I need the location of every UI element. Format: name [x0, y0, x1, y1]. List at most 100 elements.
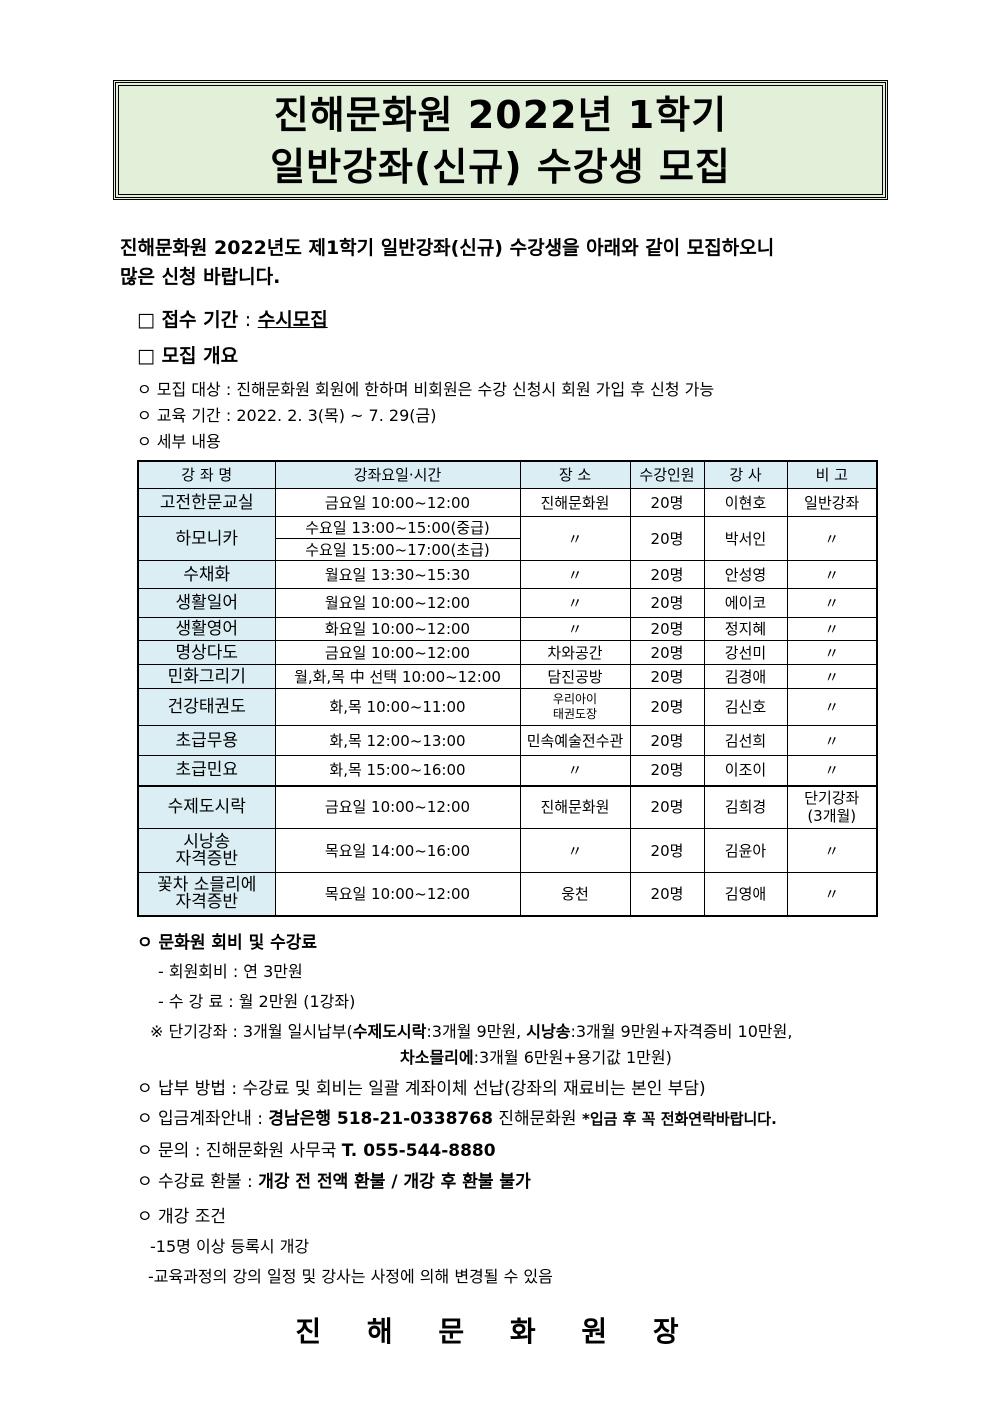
- course-name: 하모니카: [175, 528, 239, 549]
- count: 20명: [650, 798, 684, 817]
- course-name: 명상다도: [175, 642, 239, 663]
- course-name-cell: 시낭송 자격증반: [137, 828, 276, 873]
- title-line-2: 일반강좌(신규) 수강생 모집: [270, 145, 731, 189]
- count-cell: 20명: [629, 755, 705, 786]
- teacher: 김신호: [724, 698, 767, 716]
- place-cell: 〃: [519, 560, 631, 589]
- teacher-cell: 김희경: [703, 784, 788, 829]
- count-cell: 20명: [629, 828, 705, 873]
- table-row: 생활영어 화요일 10:00~12:00 〃 20명 정지혜 〃: [137, 617, 878, 641]
- note: 〃: [824, 841, 840, 860]
- time: 금요일 10:00~12:00: [324, 798, 471, 817]
- time: 수요일 13:00~15:00(중급): [305, 518, 490, 537]
- note-cell: 〃: [786, 516, 878, 561]
- course-name-cell: 꽃차 소믈리에 자격증반: [137, 872, 276, 916]
- time-cell: 화요일 10:00~12:00: [274, 617, 521, 641]
- intro-line-2: 많은 신청 바랍니다.: [120, 266, 281, 288]
- course-name-cell: 초급민요: [137, 755, 276, 786]
- note-cell: 〃: [786, 755, 878, 786]
- header-cell: 강 좌 명: [137, 460, 276, 489]
- note-cell: 〃: [786, 588, 878, 618]
- overview-target: ㅇ 모집 대상 : 진해문화원 회원에 한하며 비회원은 수강 신청시 회원 가…: [137, 380, 715, 399]
- overview-period: ㅇ 교육 기간 : 2022. 2. 3(목) ~ 7. 29(금): [137, 406, 437, 425]
- inquiry-prefix: ㅇ 문의 : 진해문화원 사무국: [137, 1141, 342, 1161]
- table-row: 초급무용 화,목 12:00~13:00 민속예술전수관 20명 김선희 〃: [137, 725, 878, 756]
- table-row: 수제도시락 금요일 10:00~12:00 진해문화원 20명 김희경 단기강좌 (3개월): [137, 784, 878, 829]
- count: 20명: [650, 731, 684, 750]
- time: 목요일 14:00~16:00: [324, 841, 471, 860]
- place: 진해문화원: [540, 493, 610, 512]
- title-line-1: 진해문화원 2022년 1학기: [273, 93, 728, 137]
- conditions-label: ㅇ 개강 조건: [137, 1207, 227, 1227]
- time-cell: 화,목 15:00~16:00: [274, 755, 521, 786]
- course-name: 초급민요: [175, 760, 239, 781]
- teacher-cell: 김영애: [703, 872, 788, 916]
- short-price-3: :3개월 6만원+용기값 1만원): [473, 1048, 672, 1067]
- count: 20명: [650, 529, 684, 548]
- count: 20명: [650, 667, 684, 686]
- place: 〃: [567, 761, 583, 780]
- note-line-2: (3개월): [807, 807, 857, 826]
- teacher-cell: 정지혜: [703, 617, 788, 641]
- place-line-2: 태권도장: [552, 707, 598, 721]
- count: 20명: [650, 761, 684, 780]
- title-box: 진해문화원 2022년 1학기 일반강좌(신규) 수강생 모집: [113, 80, 888, 200]
- count-cell: 20명: [629, 516, 705, 561]
- time-cell: 목요일 10:00~12:00: [274, 872, 521, 916]
- header-cell: 비 고: [786, 460, 878, 489]
- short-price-1: :3개월 9만원,: [426, 1022, 527, 1041]
- inquiry-phone: T. 055-544-8880: [341, 1141, 496, 1161]
- teacher: 안성영: [724, 565, 767, 584]
- time-cell: 월요일 10:00~12:00: [274, 588, 521, 618]
- place-cell: 〃: [519, 516, 631, 561]
- time: 화,목 12:00~13:00: [329, 731, 466, 750]
- teacher: 김윤아: [724, 841, 767, 860]
- note-cell: 〃: [786, 725, 878, 756]
- course-name: 생활일어: [175, 593, 239, 613]
- count-cell: 20명: [629, 617, 705, 641]
- table-header: 강 좌 명 강좌요일·시간 장 소 수강인원 강 사 비 고: [137, 460, 878, 489]
- course-name-cell: 건강태권도: [137, 688, 276, 726]
- time-cell: 수요일 15:00~17:00(초급): [274, 538, 521, 561]
- time-cell: 목요일 14:00~16:00: [274, 828, 521, 873]
- place-cell: 〃: [519, 828, 631, 873]
- place-cell: 우리아이 태권도장: [519, 688, 631, 726]
- place-cell: 진해문화원: [519, 784, 631, 829]
- short-course-2: 시낭송: [526, 1022, 571, 1041]
- course-name-cell: 고전한문교실: [137, 488, 276, 517]
- teacher-cell: 에이코: [703, 588, 788, 618]
- course-name-line-2: 자격증반: [175, 848, 239, 869]
- short-course-3: 차소믈리에: [400, 1048, 474, 1067]
- teacher: 이조이: [724, 761, 767, 780]
- teacher-cell: 김경애: [703, 664, 788, 689]
- note-cell: 〃: [786, 872, 878, 916]
- place-cell: 담진공방: [519, 664, 631, 689]
- reception-period: □ 접수 기간 : 수시모집: [137, 305, 328, 332]
- count-cell: 20명: [629, 640, 705, 665]
- refund: ㅇ 수강료 환불 : 개강 전 전액 환불 / 개강 후 환불 불가: [137, 1167, 531, 1192]
- header-cell: 강 사: [703, 460, 788, 489]
- place: 〃: [567, 529, 583, 548]
- note-cell: 〃: [786, 828, 878, 873]
- place-cell: 〃: [519, 617, 631, 641]
- count: 20명: [650, 698, 684, 716]
- table-row: 생활일어 월요일 10:00~12:00 〃 20명 에이코 〃: [137, 588, 878, 618]
- refund-value: 개강 전 전액 환불 / 개강 후 환불 불가: [258, 1172, 531, 1192]
- teacher: 강선미: [724, 643, 767, 662]
- time-cell: 화,목 10:00~11:00: [274, 688, 521, 726]
- time: 금요일 10:00~12:00: [324, 493, 471, 512]
- course-name-cell: 명상다도: [137, 640, 276, 665]
- note: 〃: [824, 761, 840, 780]
- condition-2: -교육과정의 강의 일정 및 강사는 사정에 의해 변경될 수 있음: [148, 1267, 553, 1286]
- course-name: 고전한문교실: [159, 492, 254, 513]
- table-row: 하모니카 수요일 13:00~15:00(중급) 〃 20명 박서인 〃: [137, 516, 878, 561]
- fees-short-course: ※ 단기강좌 : 3개월 일시납부(수제도시락:3개월 9만원, 시낭송:3개월…: [150, 1018, 792, 1042]
- overview-label: □ 모집 개요: [137, 345, 239, 367]
- teacher: 이현호: [724, 493, 767, 512]
- teacher: 정지혜: [724, 620, 767, 638]
- table-row: 고전한문교실 금요일 10:00~12:00 진해문화원 20명 이현호 일반강좌: [137, 488, 878, 517]
- header-cell: 장 소: [519, 460, 631, 489]
- overview-details: ㅇ 세부 내용: [137, 432, 221, 451]
- course-name-cell: 민화그리기: [137, 664, 276, 689]
